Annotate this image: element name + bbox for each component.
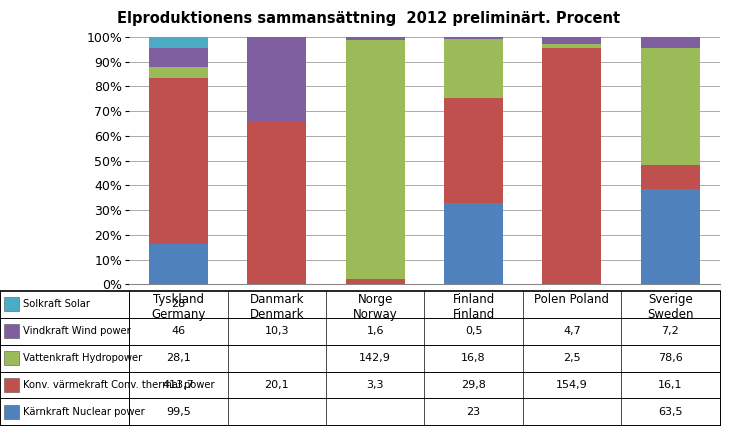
Text: Kärnkraft Nuclear power: Kärnkraft Nuclear power (23, 407, 145, 417)
Bar (444, 39, 503, 98)
Text: 20,1: 20,1 (264, 380, 289, 390)
Bar (345, 279, 404, 284)
Bar (641, 48, 700, 165)
Bar (149, 67, 208, 78)
Text: 28,1: 28,1 (166, 353, 190, 363)
Text: 7,2: 7,2 (661, 326, 679, 336)
Bar (444, 203, 503, 284)
Text: 2,5: 2,5 (563, 353, 581, 363)
Text: 16,8: 16,8 (461, 353, 486, 363)
Text: 28: 28 (171, 299, 185, 309)
Bar (641, 37, 700, 48)
Bar (542, 37, 601, 44)
Bar (542, 44, 601, 48)
Text: 1,6: 1,6 (366, 326, 384, 336)
Bar (247, 37, 306, 121)
Bar (149, 244, 208, 284)
Bar (345, 37, 404, 39)
Text: 154,9: 154,9 (556, 380, 588, 390)
Bar (444, 98, 503, 203)
Text: Vattenkraft Hydropower: Vattenkraft Hydropower (23, 353, 142, 363)
Bar (247, 121, 306, 284)
Bar (149, 37, 208, 48)
Text: 23: 23 (466, 407, 480, 417)
Bar (345, 39, 404, 279)
Text: Solkraft Solar: Solkraft Solar (23, 299, 90, 309)
Bar (641, 189, 700, 284)
Text: 0,5: 0,5 (465, 326, 483, 336)
Text: 16,1: 16,1 (658, 380, 683, 390)
Text: Konv. värmekraft Conv. thermal power: Konv. värmekraft Conv. thermal power (23, 380, 215, 390)
Text: 413,7: 413,7 (162, 380, 194, 390)
Bar (149, 48, 208, 67)
Bar (149, 78, 208, 244)
Text: 4,7: 4,7 (563, 326, 581, 336)
Text: 46: 46 (171, 326, 185, 336)
Bar (444, 37, 503, 39)
Text: 10,3: 10,3 (264, 326, 289, 336)
Text: 142,9: 142,9 (359, 353, 391, 363)
Text: Elproduktionens sammansättning  2012 preliminärt. Procent: Elproduktionens sammansättning 2012 prel… (117, 11, 621, 26)
Text: 3,3: 3,3 (366, 380, 384, 390)
Text: 63,5: 63,5 (658, 407, 683, 417)
Bar (641, 165, 700, 189)
Text: 78,6: 78,6 (658, 353, 683, 363)
Text: 99,5: 99,5 (166, 407, 190, 417)
Text: 29,8: 29,8 (461, 380, 486, 390)
Bar (542, 48, 601, 284)
Text: Vindkraft Wind power: Vindkraft Wind power (23, 326, 131, 336)
